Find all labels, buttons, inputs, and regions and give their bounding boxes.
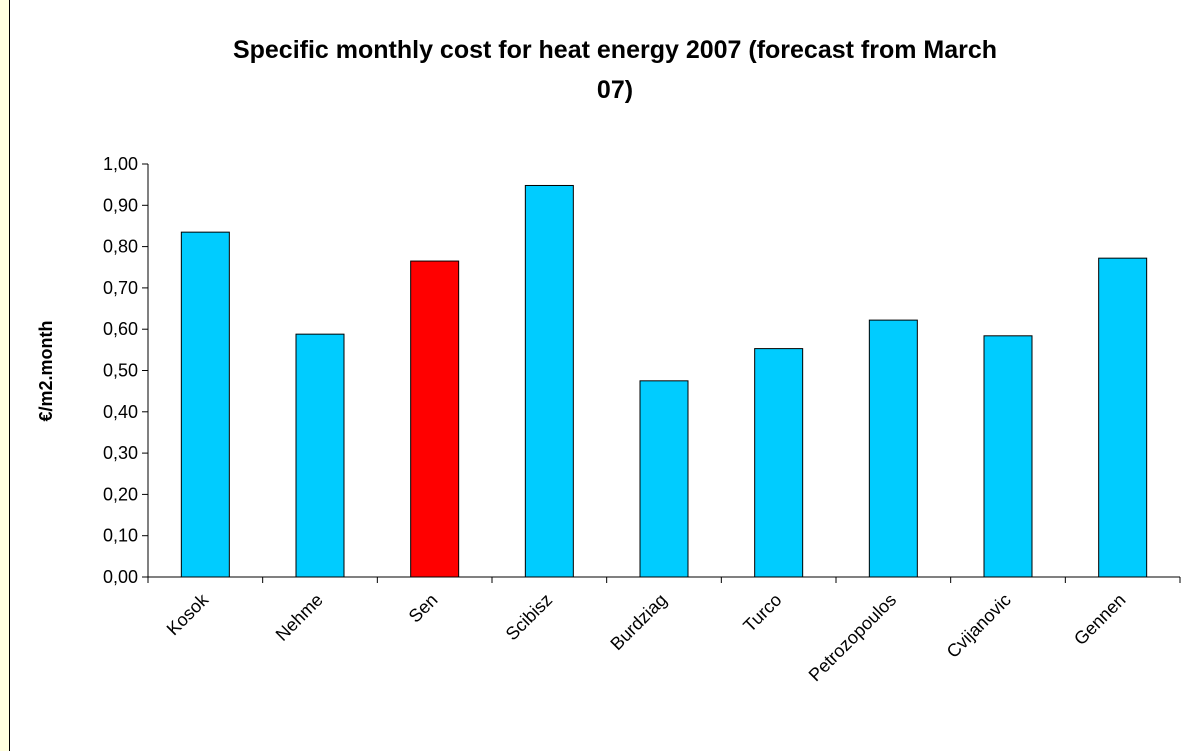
- x-tick-label-scibisz: Scibisz: [502, 590, 556, 644]
- bar-nehme: [295, 333, 345, 578]
- x-tick-label-gennen: Gennen: [1070, 590, 1129, 649]
- y-tick-labels: 0,00 0,10 0,20 0,30 0,40 0,50 0,60 0,70 0,80 0,90…: [103, 154, 138, 587]
- bar-scibisz: [524, 184, 574, 578]
- x-tick-label-petrozopoulos: Petrozopoulos: [805, 590, 901, 686]
- chart-title-line-1: Specific monthly cost for heat energy 20…: [233, 36, 997, 64]
- y-tick-label: 0,50: [103, 361, 138, 381]
- bar-burdziag: [639, 380, 689, 578]
- y-tick-label: 0,20: [103, 484, 138, 504]
- y-tick-label: 0,30: [103, 443, 138, 463]
- chart-title-line-2: 07): [597, 76, 633, 104]
- y-axis-label: €/m2.month: [36, 320, 56, 421]
- x-tick-label-turco: Turco: [739, 590, 785, 636]
- bar-cvijanovic: [983, 335, 1033, 578]
- x-tick-label-cvijanovic: Cvijanovic: [943, 590, 1015, 662]
- bar-petrozopoulos: [868, 319, 918, 578]
- bar-turco: [754, 348, 804, 578]
- bar-gennen: [1098, 257, 1148, 578]
- x-tick-label-burdziag: Burdziag: [606, 590, 670, 654]
- bar-kosok: [180, 231, 230, 578]
- y-tick-label: 0,90: [103, 195, 138, 215]
- y-tick-label: 0,10: [103, 526, 138, 546]
- y-tick-label: 0,40: [103, 402, 138, 422]
- x-tick-labels: Kosok Nehme Sen Scibisz Burdziag Turco Petrozo…: [163, 589, 1130, 685]
- y-tick-label: 0,80: [103, 237, 138, 257]
- y-tick-label: 0,60: [103, 319, 138, 339]
- x-tick-label-sen: Sen: [405, 590, 442, 627]
- bar-sen: [410, 260, 460, 578]
- y-tick-label: 1,00: [103, 154, 138, 174]
- x-tick-label-nehme: Nehme: [272, 590, 327, 645]
- y-tick-label: 0,00: [103, 567, 138, 587]
- y-tick-label: 0,70: [103, 278, 138, 298]
- x-tick-label-kosok: Kosok: [163, 589, 213, 639]
- bars: [180, 184, 1148, 578]
